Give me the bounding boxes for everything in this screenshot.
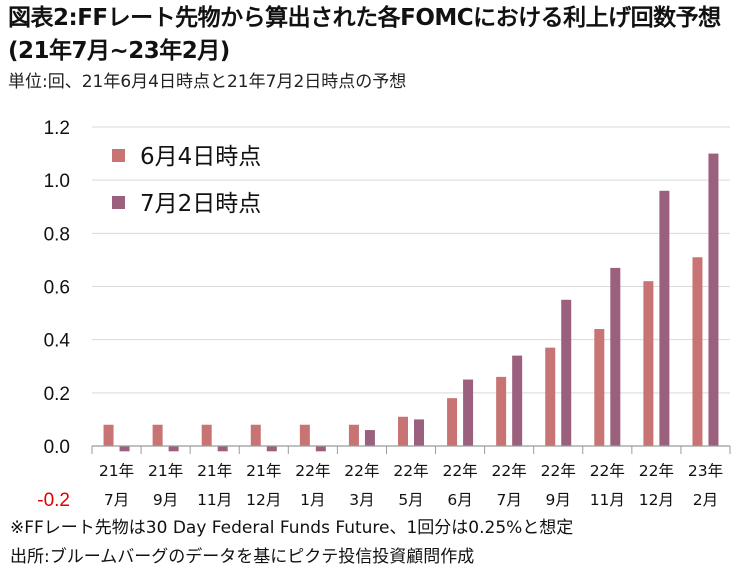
x-tick-label-month: 6月: [447, 491, 472, 509]
x-tick-label-month: 7月: [496, 491, 521, 509]
bar-jul2: [168, 446, 179, 452]
chart-title: 図表2:FFレート先物から算出された各FOMCにおける利上げ回数予想(21年7月…: [8, 5, 721, 64]
y-tick-label: 1.0: [44, 171, 70, 192]
bar-jun4: [250, 424, 261, 446]
x-tick-label-year: 22年: [541, 462, 576, 480]
bar-jun4: [447, 398, 458, 446]
x-tick-label-year: 22年: [393, 462, 428, 480]
bar-jul2: [512, 355, 523, 446]
bar-jul2: [659, 190, 670, 446]
x-tick-label-year: 22年: [492, 462, 527, 480]
x-tick-label-year: 21年: [148, 462, 183, 480]
bar-jun4: [348, 424, 359, 446]
x-tick-label-month: 11月: [197, 491, 232, 509]
bar-jun4: [103, 424, 114, 446]
bar-jun4: [692, 257, 703, 446]
x-tick-label-month: 5月: [398, 491, 423, 509]
x-tick-label-year: 23年: [688, 462, 723, 480]
x-tick-label-month: 2月: [693, 491, 718, 509]
chart-subtitle: 単位:回、21年6月4日時点と21年7月2日時点の予想: [8, 72, 407, 92]
y-tick-label: 0.2: [44, 384, 70, 405]
x-tick-label-year: 21年: [246, 462, 281, 480]
x-tick-label-year: 22年: [590, 462, 625, 480]
bar-jun4: [299, 424, 310, 446]
bar-jul2: [315, 446, 326, 452]
legend-swatch: [112, 149, 125, 162]
x-tick-label-year: 22年: [295, 462, 330, 480]
bar-jul2: [119, 446, 130, 452]
x-tick-label-year: 21年: [197, 462, 232, 480]
footnote: ※FFレート先物は30 Day Federal Funds Future、1回分…: [10, 518, 574, 538]
y-tick-label: 0.6: [44, 278, 70, 299]
legend-swatch: [112, 196, 125, 209]
x-tick-label-month: 3月: [349, 491, 374, 509]
bar-jun4: [398, 416, 408, 446]
bar-jun4: [545, 347, 556, 446]
bar-jul2: [266, 446, 277, 452]
bar-jul2: [610, 267, 621, 446]
x-tick-label-month: 9月: [546, 491, 571, 509]
bar-jun4: [201, 424, 212, 446]
x-tick-label-year: 22年: [442, 462, 477, 480]
x-tick-label-year: 21年: [99, 462, 134, 480]
x-tick-label-month: 12月: [246, 491, 281, 509]
x-tick-label-month: 11月: [590, 491, 625, 509]
x-tick-label-year: 22年: [639, 462, 674, 480]
bar-jun4: [496, 376, 507, 446]
bar-jul2: [364, 430, 375, 446]
y-tick-label: 1.2: [44, 118, 70, 139]
y-tick-label: 0.4: [44, 331, 71, 352]
x-tick-label-year: 22年: [344, 462, 379, 480]
bar-jul2: [708, 153, 719, 447]
y-tick-label: -0.2: [37, 490, 70, 511]
bar-jul2: [414, 419, 424, 446]
source-note: 出所:ブルームバーグのデータを基にピクテ投信投資顧問作成: [10, 547, 475, 567]
x-tick-label-month: 1月: [300, 491, 325, 509]
legend-label: 6月4日時点: [140, 144, 261, 170]
bar-jul2: [463, 379, 474, 446]
bar-jun4: [643, 281, 654, 446]
y-tick-label: 0.8: [44, 224, 70, 245]
bar-jun4: [594, 329, 605, 446]
x-tick-label-month: 12月: [639, 491, 674, 509]
legend-label: 7月2日時点: [140, 191, 261, 217]
bar-jul2: [217, 446, 228, 452]
x-tick-label-month: 7月: [104, 491, 129, 509]
bar-jun4: [152, 424, 163, 446]
bar-jul2: [561, 299, 572, 446]
x-tick-label-month: 9月: [153, 491, 178, 509]
y-tick-label: 0.0: [44, 437, 70, 458]
